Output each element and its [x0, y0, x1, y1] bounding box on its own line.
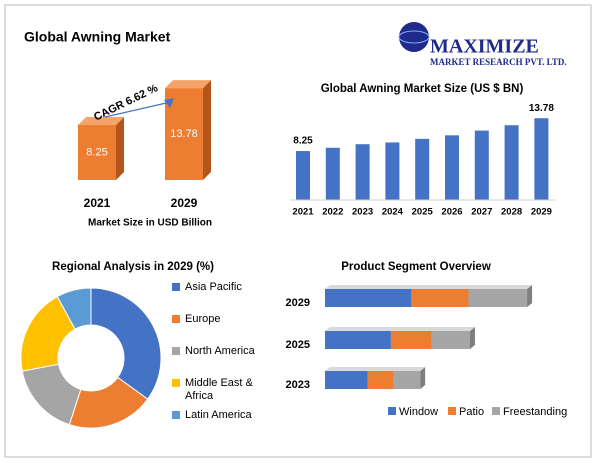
bar-segment	[393, 371, 421, 389]
donut-slice	[21, 363, 82, 426]
bar-side	[116, 117, 124, 180]
bar-segment	[325, 289, 412, 307]
legend-swatch	[492, 407, 500, 415]
frame	[4, 4, 592, 458]
x-tick-label: 2021	[84, 196, 111, 210]
value-label: 13.78	[529, 103, 554, 114]
legend-swatch	[172, 379, 180, 387]
bar	[534, 118, 549, 200]
bar-segment	[468, 289, 528, 307]
bar-segment	[431, 331, 470, 349]
bar-top	[325, 367, 426, 371]
legend-label: Latin America	[185, 409, 252, 421]
chart-title: Product Segment Overview	[341, 261, 491, 273]
legend-label: Europe	[185, 313, 221, 325]
value-label: 8.25	[293, 136, 313, 147]
x-tick-label: 2025	[412, 207, 434, 218]
bar-side	[203, 80, 211, 180]
bar-side	[527, 285, 533, 307]
bar	[296, 151, 310, 200]
legend-label: North America	[185, 345, 255, 357]
value-label: 13.78	[170, 128, 198, 140]
x-tick-label: 2027	[471, 207, 492, 218]
bar	[445, 135, 459, 200]
legend-swatch	[448, 407, 456, 415]
legend-swatch	[172, 315, 180, 323]
legend-swatch	[388, 407, 396, 415]
x-tick-label: 2024	[382, 207, 404, 218]
y-tick-label: 2023	[286, 379, 310, 391]
x-tick-label: 2022	[322, 207, 343, 218]
bar-top	[325, 285, 533, 289]
legend-label: Window	[399, 406, 438, 418]
legend-label: Freestanding	[503, 406, 567, 418]
bar-side	[469, 327, 475, 349]
page-title: Global Awning Market	[24, 29, 171, 45]
x-tick-label: 2029	[531, 207, 552, 218]
bar-segment	[325, 331, 391, 349]
logo-name: MAXIMIZE	[430, 36, 539, 58]
bar-segment	[390, 331, 432, 349]
bar	[385, 142, 400, 200]
bar	[415, 138, 430, 200]
legend-swatch	[172, 347, 180, 355]
logo: MAXIMIZE MARKET RESEARCH PVT. LTD.	[398, 22, 567, 67]
y-tick-label: 2029	[286, 297, 310, 309]
legend-label: Asia Pacific	[185, 281, 242, 293]
legend-label: Patio	[459, 406, 484, 418]
x-tick-label: 2029	[171, 196, 198, 210]
bar	[474, 130, 489, 200]
bar-segment	[367, 371, 394, 389]
bar	[355, 144, 370, 200]
bar-top	[325, 327, 475, 331]
chart-title: Global Awning Market Size (US $ BN)	[321, 83, 524, 95]
bar-side	[420, 367, 426, 389]
x-tick-label: 2028	[501, 207, 522, 218]
legend-swatch	[172, 411, 180, 419]
chart-title: Regional Analysis in 2029 (%)	[52, 261, 214, 273]
x-axis-label: Market Size in USD Billion	[88, 218, 212, 229]
x-tick-label: 2023	[352, 207, 373, 218]
logo-tagline: MARKET RESEARCH PVT. LTD.	[430, 57, 567, 67]
logo-orbit	[398, 30, 430, 44]
legend-swatch	[172, 283, 180, 291]
value-label: 8.25	[86, 146, 107, 158]
bar-top	[78, 117, 124, 125]
bar	[325, 147, 340, 200]
bar-top	[165, 80, 211, 89]
logo-globe	[399, 22, 429, 52]
donut-slice	[90, 287, 162, 400]
bar-segment	[325, 371, 368, 389]
cagr-arrowhead	[164, 98, 174, 109]
x-tick-label: 2021	[292, 207, 314, 218]
x-tick-label: 2026	[441, 207, 462, 218]
bar	[504, 125, 519, 200]
donut-slice	[56, 287, 92, 330]
y-tick-label: 2025	[286, 339, 310, 351]
bar	[78, 125, 116, 180]
legend-label: Middle East & Africa	[185, 377, 253, 402]
cagr-label: CAGR 6.62 %	[92, 82, 160, 123]
bar-segment	[411, 289, 469, 307]
cagr-arrow	[104, 101, 171, 118]
